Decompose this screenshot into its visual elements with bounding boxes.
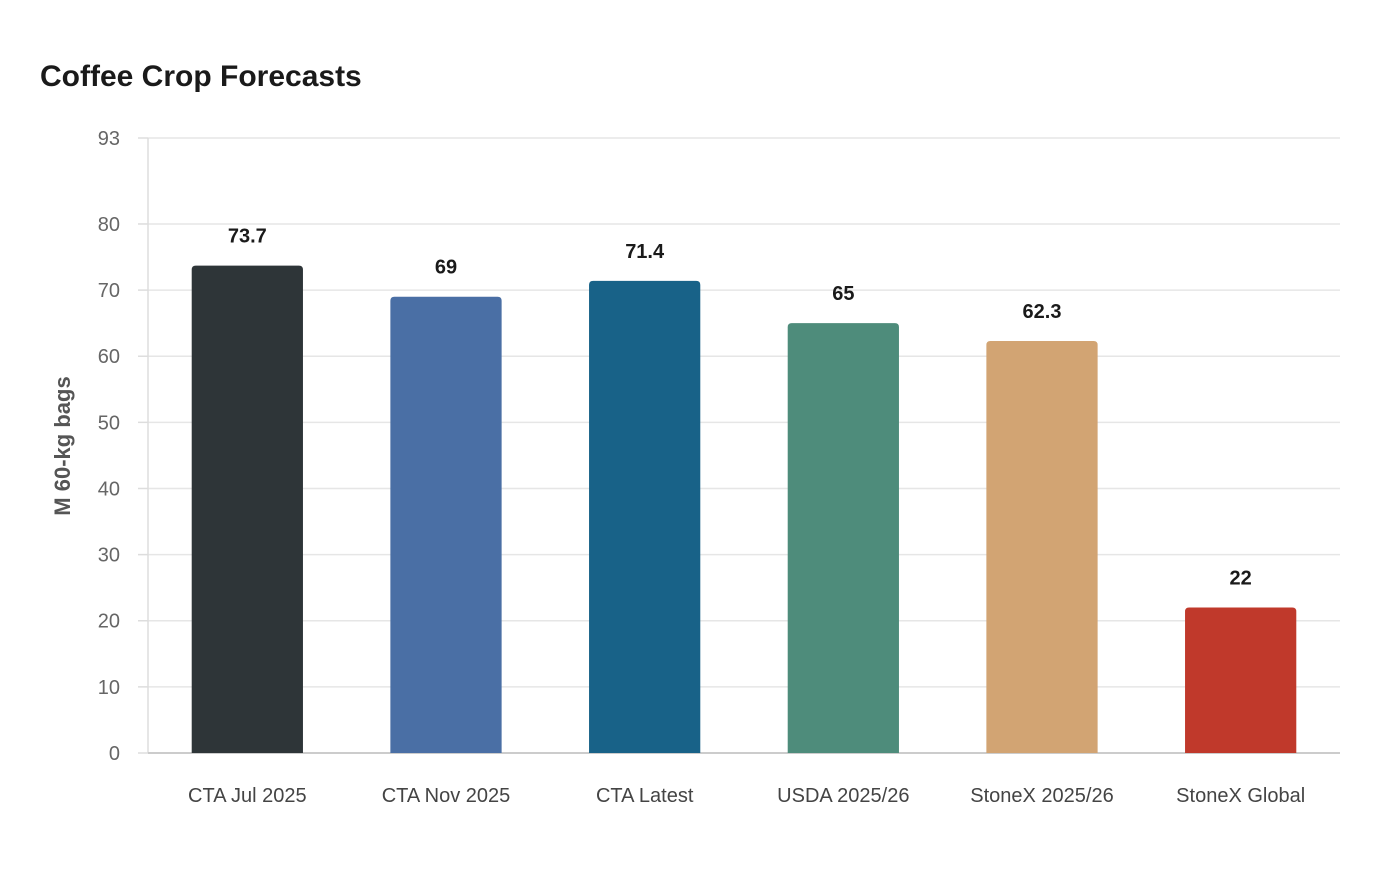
bar-usda-2025-26: [787, 323, 899, 753]
bar-cta-jul-2025: [191, 265, 303, 753]
data-label: 22: [1230, 568, 1252, 590]
data-label: 69: [435, 257, 457, 279]
y-axis-title: M 60-kg bags: [50, 376, 75, 515]
bar-cta-latest: [589, 280, 701, 753]
bar-stonex-2025-26: [986, 341, 1098, 753]
y-tick-label: 0: [109, 743, 120, 765]
data-label: 73.7: [228, 226, 267, 248]
data-label: 62.3: [1023, 301, 1062, 323]
gridlines: [148, 137, 1340, 688]
y-tick-label: 80: [98, 214, 120, 236]
y-tick-label: 20: [98, 611, 120, 633]
y-tick-label: 30: [98, 545, 120, 567]
chart-title: Coffee Crop Forecasts: [40, 60, 362, 93]
data-label: 71.4: [625, 241, 665, 263]
x-tick-label: CTA Nov 2025: [382, 785, 511, 807]
y-tick-label: 40: [98, 478, 120, 500]
data-label: 65: [832, 283, 854, 305]
x-tick-label: USDA 2025/26: [777, 785, 909, 807]
y-tick-label: 60: [98, 346, 120, 368]
x-tick-label: CTA Latest: [596, 785, 694, 807]
bars: [191, 265, 1297, 753]
bar-cta-nov-2025: [390, 296, 502, 753]
x-tick-label: StoneX Global: [1176, 785, 1305, 807]
y-tick-label: 10: [98, 677, 120, 699]
x-tick-label: CTA Jul 2025: [188, 785, 307, 807]
labels: 0 10 20 30 40 50 60 70 80 93 73.7 CTA Jul 2025 69 CTA…: [98, 128, 1305, 807]
bar-stonex-global: [1185, 607, 1297, 753]
y-tick-label: 50: [98, 412, 120, 434]
y-tick-label: 93: [98, 128, 120, 150]
x-tick-label: StoneX 2025/26: [970, 785, 1113, 807]
axes: [138, 137, 1340, 754]
y-tick-label: 70: [98, 280, 120, 302]
